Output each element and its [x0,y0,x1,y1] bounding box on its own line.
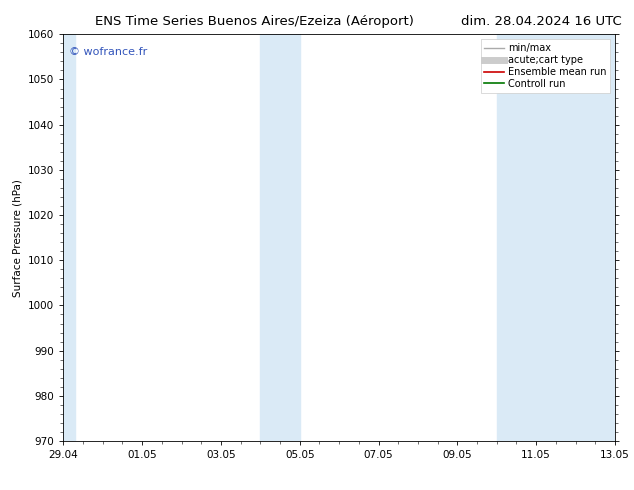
Legend: min/max, acute;cart type, Ensemble mean run, Controll run: min/max, acute;cart type, Ensemble mean … [481,39,610,93]
Y-axis label: Surface Pressure (hPa): Surface Pressure (hPa) [13,179,23,296]
Text: © wofrance.fr: © wofrance.fr [69,47,147,56]
Bar [63,34,75,441]
Text: dim. 28.04.2024 16 UTC: dim. 28.04.2024 16 UTC [460,15,621,28]
Bar [497,34,615,441]
Text: ENS Time Series Buenos Aires/Ezeiza (Aéroport): ENS Time Series Buenos Aires/Ezeiza (Aér… [95,15,414,28]
Bar [261,34,300,441]
